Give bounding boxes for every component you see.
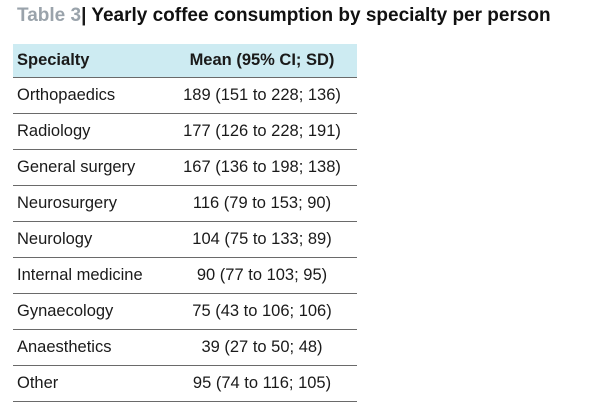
mean-cell: 75 (43 to 106; 106): [167, 293, 357, 330]
table-body: Orthopaedics 189 (151 to 228; 136) Radio…: [13, 77, 357, 402]
table-header: Specialty Mean (95% CI; SD): [13, 44, 357, 78]
mean-cell: 167 (136 to 198; 138): [167, 149, 357, 186]
table-caption: Table 3| Yearly coffee consumption by sp…: [17, 4, 551, 28]
table-number-label: Table 3: [17, 5, 82, 26]
mean-cell: 116 (79 to 153; 90): [167, 185, 357, 222]
specialty-cell: Neurosurgery: [13, 185, 167, 222]
specialty-cell: Radiology: [13, 113, 167, 150]
mean-cell: 177 (126 to 228; 191): [167, 113, 357, 150]
specialty-cell: Other: [13, 365, 167, 402]
table-row: Radiology 177 (126 to 228; 191): [13, 113, 357, 150]
table-row: Anaesthetics 39 (27 to 50; 48): [13, 329, 357, 366]
header-mean: Mean (95% CI; SD): [167, 44, 357, 78]
table-row: General surgery 167 (136 to 198; 138): [13, 149, 357, 186]
table-row: Orthopaedics 189 (151 to 228; 136): [13, 77, 357, 114]
specialty-cell: General surgery: [13, 149, 167, 186]
coffee-consumption-table: Specialty Mean (95% CI; SD) Orthopaedics…: [13, 44, 357, 402]
table-row: Gynaecology 75 (43 to 106; 106): [13, 293, 357, 330]
specialty-cell: Orthopaedics: [13, 77, 167, 114]
header-row: Specialty Mean (95% CI; SD): [13, 44, 357, 78]
table-row: Internal medicine 90 (77 to 103; 95): [13, 257, 357, 294]
header-specialty: Specialty: [13, 44, 167, 78]
mean-cell: 189 (151 to 228; 136): [167, 77, 357, 114]
table-title: Yearly coffee consumption by specialty p…: [86, 5, 551, 26]
mean-cell: 104 (75 to 133; 89): [167, 221, 357, 258]
table-row: Neurology 104 (75 to 133; 89): [13, 221, 357, 258]
caption-separator: |: [81, 5, 87, 26]
specialty-cell: Anaesthetics: [13, 329, 167, 366]
specialty-cell: Gynaecology: [13, 293, 167, 330]
specialty-cell: Neurology: [13, 221, 167, 258]
mean-cell: 90 (77 to 103; 95): [167, 257, 357, 294]
specialty-cell: Internal medicine: [13, 257, 167, 294]
mean-cell: 95 (74 to 116; 105): [167, 365, 357, 402]
table-row: Other 95 (74 to 116; 105): [13, 365, 357, 402]
mean-cell: 39 (27 to 50; 48): [167, 329, 357, 366]
table-row: Neurosurgery 116 (79 to 153; 90): [13, 185, 357, 222]
